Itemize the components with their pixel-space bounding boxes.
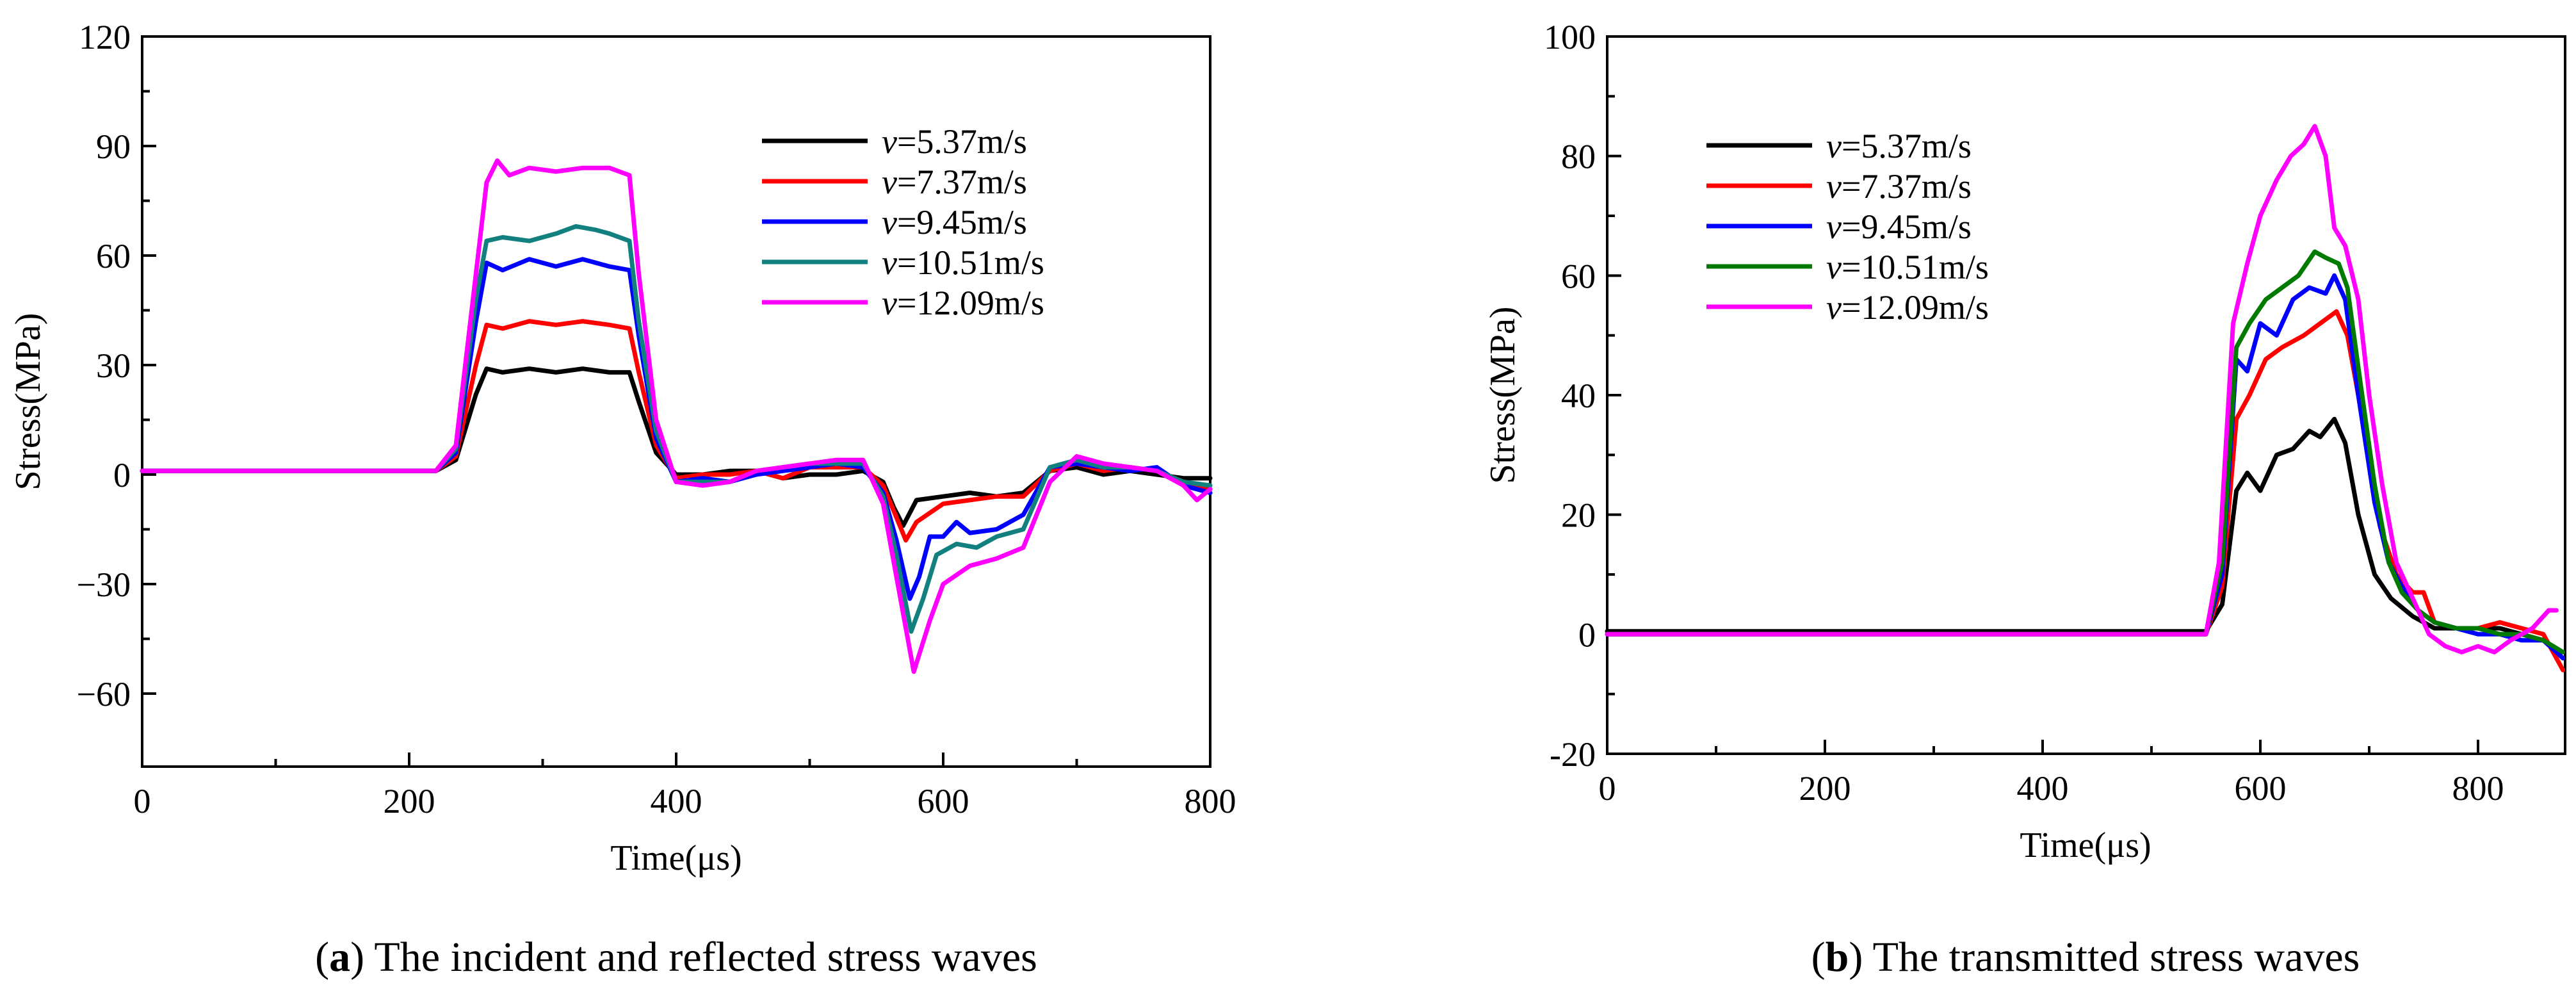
panel-b-series-line-5 [1605, 124, 2559, 655]
panel-b-y-axis-title: Stress(MPa) [1483, 307, 1523, 484]
legend-value: =7.37m/s [897, 163, 1027, 201]
panel-a-legend-label: v=10.51m/s [882, 243, 1044, 282]
panel-a-x-tick-label: 600 [918, 782, 969, 820]
panel-a-y-tick-label: −60 [77, 675, 131, 713]
panel-a-series-line-1 [140, 366, 1213, 528]
panel-a-y-axis: −60 −30 0 30 60 90 120 [77, 18, 156, 713]
panel-a-y-tick-label: −30 [77, 566, 131, 604]
panel-a-series-group [140, 158, 1213, 674]
panel-b-series-line-4 [1605, 249, 2566, 655]
panel-a-series-line-4 [140, 224, 1213, 634]
panel-b-legend-label: v=10.51m/s [1826, 248, 1989, 286]
panel-b-y-tick-label: 80 [1561, 138, 1596, 176]
panel-a-x-axis-title: Time(μs) [610, 838, 741, 878]
panel-a-series-line-5 [140, 158, 1213, 674]
panel-a-y-tick-label: 90 [96, 127, 131, 166]
legend-var: v [882, 163, 897, 201]
panel-b-x-axis: 0 200 400 600 800 [1599, 740, 2504, 808]
panel-a-y-axis-title: Stress(MPa) [8, 313, 48, 491]
panel-b-legend: v=5.37m/sv=7.37m/sv=9.45m/sv=10.51m/sv=1… [1706, 127, 1989, 327]
panel-a-y-tick-label: 60 [96, 237, 131, 275]
legend-value: =10.51m/s [1842, 248, 1989, 286]
legend-value: =9.45m/s [897, 203, 1027, 241]
panel-a-x-tick-label: 800 [1185, 782, 1236, 820]
panel-a-y-tick-label: 120 [79, 18, 131, 56]
legend-var: v [882, 203, 897, 241]
legend-var: v [1826, 167, 1842, 206]
panel-b-x-tick-label: 200 [1799, 769, 1851, 808]
panel-a-series-line-2 [140, 319, 1213, 543]
panel-b-series-line-3 [1605, 273, 2566, 661]
panel-a-caption: (a) The incident and reflected stress wa… [315, 934, 1037, 981]
legend-var: v [882, 122, 897, 161]
legend-var: v [882, 243, 897, 282]
legend-value: =9.45m/s [1842, 208, 1972, 246]
panel-a-plot-frame [141, 35, 1211, 768]
legend-var: v [1826, 208, 1842, 246]
panel-b-legend-label: v=9.45m/s [1826, 208, 1972, 246]
panel-a-legend-label: v=9.45m/s [882, 203, 1027, 241]
panel-b-legend-label: v=7.37m/s [1826, 167, 1972, 206]
panel-b-x-tick-label: 800 [2452, 769, 2504, 808]
panel-b-legend-label: v=12.09m/s [1826, 288, 1989, 327]
panel-a-x-tick-label: 200 [384, 782, 435, 820]
panel-a-caption-letter: a [329, 934, 350, 981]
legend-value: =12.09m/s [897, 284, 1044, 322]
panel-a-caption-text: The incident and reflected stress waves [374, 934, 1037, 981]
panel-b-x-tick-label: 600 [2235, 769, 2287, 808]
legend-var: v [1826, 127, 1842, 165]
panel-b-legend-label: v=5.37m/s [1826, 127, 1972, 165]
panel-a-y-tick-label: 30 [96, 346, 131, 385]
legend-var: v [1826, 288, 1842, 327]
legend-var: v [882, 284, 897, 322]
panel-b-y-tick-label: 0 [1578, 615, 1596, 654]
panel-b-caption-letter: b [1826, 934, 1849, 981]
legend-value: =10.51m/s [897, 243, 1044, 282]
panel-b-y-tick-label: 40 [1561, 377, 1596, 415]
panel-a-legend: v=5.37m/sv=7.37m/sv=9.45m/sv=10.51m/sv=1… [762, 122, 1044, 322]
legend-value: =5.37m/s [897, 122, 1027, 161]
panel-b-x-axis-title: Time(μs) [2020, 826, 2151, 865]
panel-b-series-group [1605, 124, 2566, 672]
panel-b-caption: (b) The transmitted stress waves [1811, 934, 2360, 981]
panel-b-x-tick-label: 400 [2017, 769, 2069, 808]
panel-b-y-tick-label: 100 [1544, 18, 1596, 56]
panel-a-legend-label: v=12.09m/s [882, 284, 1044, 322]
panel-a-y-tick-label: 0 [113, 456, 131, 494]
legend-var: v [1826, 248, 1842, 286]
panel-b-y-axis: -20 0 20 40 60 80 100 [1544, 18, 1621, 774]
panel-a-series-line-3 [140, 257, 1213, 601]
panel-a-legend-label: v=7.37m/s [882, 163, 1027, 201]
panel-b-caption-text: The transmitted stress waves [1873, 934, 2360, 981]
legend-value: =5.37m/s [1842, 127, 1972, 165]
panel-b-series-line-1 [1605, 416, 2566, 661]
panel-b-y-tick-label: 60 [1561, 257, 1596, 295]
legend-value: =7.37m/s [1842, 167, 1972, 206]
panel-b-y-tick-label: -20 [1550, 735, 1596, 774]
panel-a-legend-label: v=5.37m/s [882, 122, 1027, 161]
legend-value: =12.09m/s [1842, 288, 1989, 327]
panel-b-x-tick-label: 0 [1599, 769, 1616, 808]
panel-a-x-axis: 0 200 400 600 800 [134, 753, 1236, 820]
panel-a-x-tick-label: 400 [651, 782, 702, 820]
panel-a-x-tick-label: 0 [134, 782, 151, 820]
panel-b-y-tick-label: 20 [1561, 496, 1596, 535]
